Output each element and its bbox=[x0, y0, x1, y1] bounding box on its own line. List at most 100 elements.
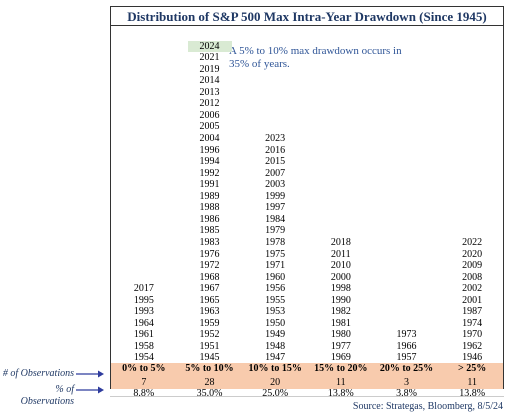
year-cell: 1973 bbox=[396, 329, 417, 341]
bin-label: > 25% bbox=[458, 363, 487, 374]
year-cell: 2001 bbox=[462, 294, 483, 306]
year-cell: 2024 bbox=[187, 40, 232, 52]
year-cell: 1997 bbox=[265, 202, 286, 214]
bin-count: 11 bbox=[336, 377, 346, 388]
year-cell: 1982 bbox=[330, 306, 351, 318]
year-cell: 1995 bbox=[133, 294, 154, 306]
year-cell: 1987 bbox=[462, 306, 483, 318]
annotation: A 5% to 10% max drawdown occurs in 35% o… bbox=[229, 45, 402, 70]
year-cell: 2019 bbox=[199, 63, 220, 75]
bin-label: 5% to 10% bbox=[185, 363, 234, 374]
year-cell: 1988 bbox=[199, 202, 220, 214]
year-cell: 1956 bbox=[265, 283, 286, 295]
year-cell: 1974 bbox=[462, 317, 483, 329]
year-cell: 2000 bbox=[330, 271, 351, 283]
year-cell: 1971 bbox=[265, 260, 286, 272]
year-cell: 2018 bbox=[330, 236, 351, 248]
bin-percent: 8.8% bbox=[133, 388, 155, 399]
year-cell: 1955 bbox=[265, 294, 286, 306]
bin-count: 7 bbox=[141, 377, 147, 388]
year-cell: 2011 bbox=[331, 248, 351, 260]
bin-label: 20% to 25% bbox=[379, 363, 434, 374]
year-cell: 1968 bbox=[199, 271, 220, 283]
arrow-right-icon bbox=[76, 370, 104, 378]
year-cell: 1964 bbox=[133, 317, 154, 329]
year-cell: 1999 bbox=[265, 190, 286, 202]
bin-percent: 13.8% bbox=[459, 388, 486, 399]
year-cell: 2013 bbox=[199, 86, 220, 98]
year-cell: 1946 bbox=[462, 352, 483, 364]
year-cell: 2002 bbox=[462, 283, 483, 295]
year-cell: 1979 bbox=[265, 225, 286, 237]
count-row-label: # of Observations bbox=[2, 368, 74, 379]
year-cell: 1957 bbox=[396, 352, 417, 364]
year-cell: 2021 bbox=[199, 52, 220, 64]
bin-count: 3 bbox=[403, 377, 409, 388]
year-cell: 1965 bbox=[199, 294, 220, 306]
distribution-chart: Distribution of S&P 500 Max Intra-Year D… bbox=[110, 6, 504, 399]
source-note: Source: Strategas, Bloomberg, 8/5/24 bbox=[352, 401, 503, 412]
year-cell: 2017 bbox=[133, 283, 154, 295]
year-cell: 1961 bbox=[133, 329, 154, 341]
year-cell: 1978 bbox=[265, 236, 286, 248]
year-cell: 2010 bbox=[330, 260, 351, 272]
year-cell: 1990 bbox=[330, 294, 351, 306]
bin-count: 28 bbox=[204, 377, 215, 388]
year-cell: 1993 bbox=[133, 306, 154, 318]
plot-area: A 5% to 10% max drawdown occurs in 35% o… bbox=[111, 26, 503, 370]
year-cell: 1972 bbox=[199, 260, 220, 272]
year-cell: 1960 bbox=[265, 271, 286, 283]
year-cell: 1992 bbox=[199, 167, 220, 179]
arrow-right-icon bbox=[76, 386, 104, 394]
year-cell: 2007 bbox=[265, 167, 286, 179]
year-cell: 1975 bbox=[265, 248, 286, 260]
year-cell: 2015 bbox=[265, 156, 286, 168]
year-cell: 1966 bbox=[396, 340, 417, 352]
year-cell: 1962 bbox=[462, 340, 483, 352]
year-cell: 2016 bbox=[265, 144, 286, 156]
year-cell: 2023 bbox=[265, 133, 286, 144]
bottom-rule bbox=[110, 396, 504, 397]
year-cell: 1981 bbox=[330, 317, 351, 329]
year-cell: 2020 bbox=[462, 248, 483, 260]
year-cell: 2003 bbox=[265, 179, 286, 191]
bin-percent: 3.8% bbox=[396, 388, 417, 399]
year-cell: 1984 bbox=[265, 213, 286, 225]
year-cell: 1989 bbox=[199, 190, 220, 202]
year-cell: 1953 bbox=[265, 306, 286, 318]
year-cell: 1996 bbox=[199, 144, 220, 156]
year-cell: 1980 bbox=[330, 329, 351, 341]
chart-title: Distribution of S&P 500 Max Intra-Year D… bbox=[111, 7, 503, 26]
year-cell: 1983 bbox=[199, 236, 220, 248]
year-cell: 1994 bbox=[199, 156, 220, 168]
year-cell: 2006 bbox=[199, 109, 220, 121]
year-cell: 1951 bbox=[199, 340, 220, 352]
bin-label: 0% to 5% bbox=[122, 363, 166, 374]
year-cell: 2012 bbox=[199, 98, 220, 110]
bin-percent: 35.0% bbox=[196, 388, 223, 399]
year-cell: 1945 bbox=[199, 352, 220, 364]
year-cell: 1991 bbox=[199, 179, 220, 191]
year-cell: 2004 bbox=[199, 133, 220, 144]
year-cell: 2022 bbox=[462, 236, 483, 248]
year-cell: 1985 bbox=[199, 225, 220, 237]
year-cell: 1950 bbox=[265, 317, 286, 329]
bin-percent: 13.8% bbox=[327, 388, 354, 399]
year-cell: 1963 bbox=[199, 306, 220, 318]
year-cell: 1948 bbox=[265, 340, 286, 352]
bin-header-band bbox=[111, 363, 503, 389]
percent-row-label: % of Observations bbox=[20, 384, 74, 407]
year-cell: 1976 bbox=[199, 248, 220, 260]
bin-label: 10% to 15% bbox=[248, 363, 302, 374]
bin-count: 20 bbox=[270, 377, 281, 388]
year-cell: 1969 bbox=[330, 352, 351, 364]
year-cell: 1949 bbox=[265, 329, 286, 341]
year-cell: 1952 bbox=[199, 329, 220, 341]
year-cell: 1998 bbox=[330, 283, 351, 295]
year-cell: 1986 bbox=[199, 213, 220, 225]
year-cell: 1954 bbox=[133, 352, 154, 364]
year-cell: 1977 bbox=[330, 340, 351, 352]
year-cell: 1959 bbox=[199, 317, 220, 329]
year-cell: 2014 bbox=[199, 75, 220, 87]
year-cell: 2008 bbox=[462, 271, 483, 283]
